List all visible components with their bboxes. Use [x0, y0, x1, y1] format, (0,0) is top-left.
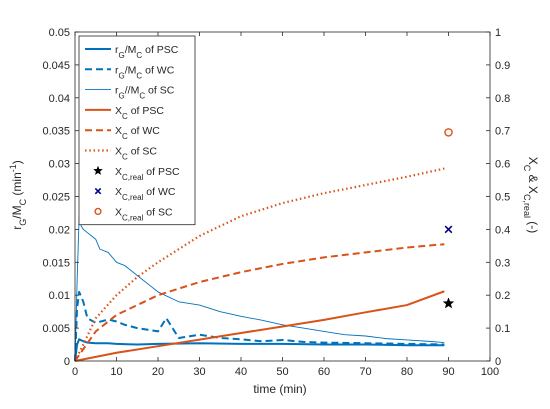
legend-label: XC,real of SC [115, 206, 173, 222]
legend-label: XC of SC [115, 146, 157, 162]
y-left-tick-label: 0.01 [49, 290, 70, 302]
x-tick-label: 0 [72, 366, 78, 378]
y-right-tick-label: 0.2 [495, 290, 510, 302]
legend-label: rG/MC of PSC [115, 44, 179, 60]
y-right-tick-label: 1 [495, 27, 501, 39]
series-1-line [74, 290, 445, 362]
legend: rG/MC of PSC rG/MC of WC rG//MC of SC XC of… [78, 35, 196, 226]
x-tick-label: 70 [359, 366, 371, 378]
y-left-tick-label: 0.04 [49, 93, 70, 105]
legend-item: XC,real of WC [94, 186, 176, 202]
y-left-tick-label: 0 [64, 356, 70, 368]
y-right-tick-label: 0.4 [495, 224, 510, 236]
y-right-tick-label: 0.3 [495, 257, 510, 269]
legend-label: XC,real of WC [115, 186, 176, 202]
x-tick-label: 50 [276, 366, 288, 378]
x-tick-label: 40 [235, 366, 247, 378]
x-tick-label: 60 [318, 366, 330, 378]
legend-item: XC of SC [85, 146, 157, 162]
x-tick-label: 80 [401, 366, 413, 378]
series-7-marker [444, 225, 453, 234]
y-left-tick-label: 0.05 [49, 27, 70, 39]
legend-item: rG/MC of WC [85, 64, 175, 80]
y-left-tick-label: 0.03 [49, 159, 70, 171]
y-left-tick-label: 0.02 [49, 224, 70, 236]
y-right-tick-label: 0.5 [495, 192, 510, 204]
series-0-line [74, 338, 445, 362]
legend-label: XC of WC [115, 125, 160, 141]
y-right-axis-label: XC & XC,real (-) [522, 157, 540, 234]
x-tick-label: 20 [152, 366, 164, 378]
legend-label: rG//MC of SC [115, 85, 175, 101]
x-tick-label: 100 [481, 366, 499, 378]
legend-label: XC of PSC [115, 105, 164, 121]
legend-item: XC of PSC [85, 105, 164, 121]
y-right-tick-label: 0.6 [495, 159, 510, 171]
y-left-tick-label: 0.035 [42, 126, 70, 138]
x-tick-label: 10 [110, 366, 122, 378]
y-left-tick-label: 0.015 [42, 257, 70, 269]
legend-item: XC of WC [85, 125, 160, 141]
x-tick-label: 30 [193, 366, 205, 378]
series-8-marker [444, 128, 453, 137]
series-2-line [74, 215, 445, 362]
series-layer [74, 128, 455, 362]
y-left-tick-label: 0.045 [42, 60, 70, 72]
legend-item: rG/MC of PSC [85, 44, 179, 60]
y-right-tick-label: 0 [495, 356, 501, 368]
legend-item: XC,real of PSC [93, 165, 180, 182]
legend-item: XC,real of SC [94, 206, 173, 222]
y-right-tick-label: 0.9 [495, 60, 510, 72]
legend-item: rG//MC of SC [85, 85, 175, 101]
legend-marker [94, 187, 102, 195]
y-right-tick-label: 0.7 [495, 126, 510, 138]
legend-marker [94, 207, 102, 216]
series-3-line [74, 290, 445, 362]
series-6-marker [442, 297, 455, 309]
legend-label: XC,real of PSC [115, 166, 180, 182]
y-left-tick-label: 0.005 [42, 323, 70, 335]
y-left-axis-label: rG/MC (min-1) [8, 160, 28, 230]
y-right-tick-label: 0.8 [495, 93, 510, 105]
x-axis-label: time (min) [253, 382, 306, 396]
series-4-line [74, 243, 445, 362]
y-left-tick-label: 0.025 [42, 192, 70, 204]
legend-marker [93, 165, 103, 176]
x-tick-label: 90 [442, 366, 454, 378]
legend-label: rG/MC of WC [115, 64, 175, 80]
series-5-line [74, 167, 445, 362]
y-right-tick-label: 0.1 [495, 323, 510, 335]
axes-layer: 0 10 20 30 40 50 60 70 80 90 10000.0050.010.0150.0… [42, 27, 510, 378]
